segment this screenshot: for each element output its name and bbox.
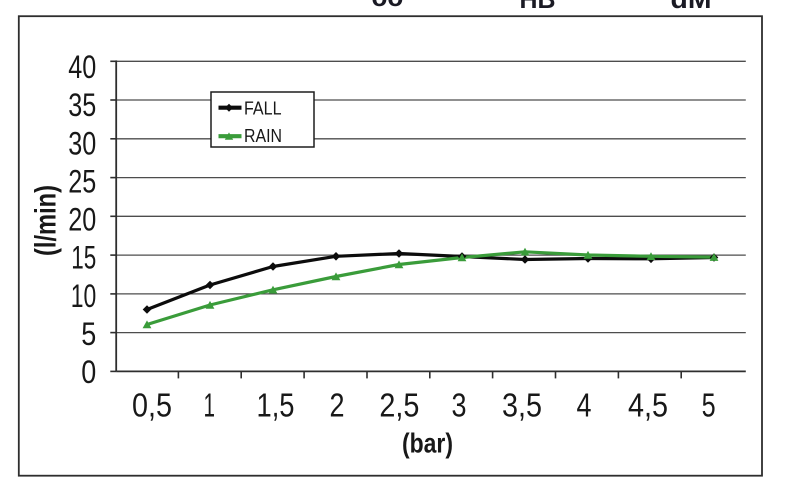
svg-text:HB: HB (520, 0, 556, 14)
svg-text:dM: dM (671, 0, 712, 14)
svg-text:40: 40 (68, 49, 96, 85)
svg-text:4: 4 (577, 387, 592, 424)
svg-text:1,5: 1,5 (257, 387, 295, 424)
svg-text:10: 10 (71, 278, 97, 314)
svg-text:0: 0 (81, 354, 96, 390)
svg-text:5: 5 (81, 316, 96, 352)
svg-text:4,5: 4,5 (628, 387, 668, 424)
svg-text:0,5: 0,5 (132, 387, 172, 424)
svg-text:35: 35 (68, 87, 96, 123)
svg-text:oo: oo (372, 0, 404, 12)
svg-text:(l/min): (l/min) (30, 185, 63, 256)
svg-text:(bar): (bar) (402, 427, 453, 458)
svg-text:5: 5 (702, 387, 716, 424)
svg-text:2: 2 (330, 387, 345, 424)
svg-text:3,5: 3,5 (502, 387, 542, 424)
svg-text:1: 1 (204, 387, 216, 424)
svg-text:RAIN: RAIN (244, 126, 282, 146)
svg-text:2,5: 2,5 (379, 387, 419, 424)
svg-text:20: 20 (68, 202, 96, 238)
svg-text:FALL: FALL (244, 98, 282, 118)
svg-text:30: 30 (68, 125, 96, 161)
svg-text:15: 15 (71, 240, 96, 276)
svg-text:3: 3 (452, 387, 467, 424)
svg-text:25: 25 (68, 163, 96, 199)
